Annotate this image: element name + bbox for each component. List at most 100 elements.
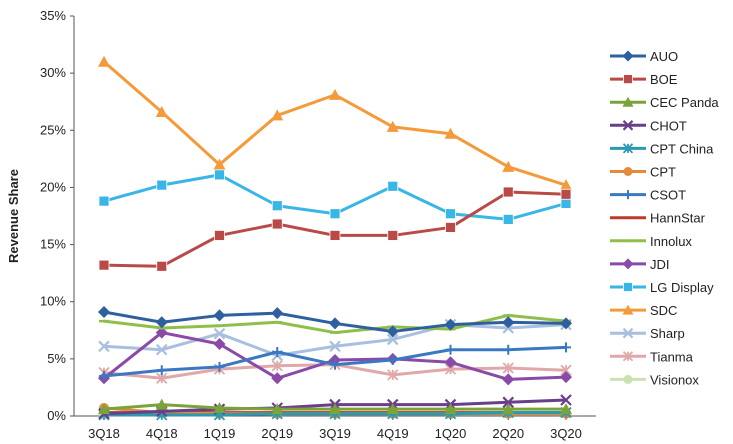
x-tick-label: 1Q20 [435,426,467,441]
data-point [155,326,168,339]
legend-item: CEC Panda [610,95,719,110]
legend-item: LG Display [610,280,714,295]
data-point [387,180,399,192]
data-point [99,371,109,381]
data-point [502,396,515,409]
data-point [623,167,633,176]
legend-item: JDI [610,257,670,272]
data-point [213,309,226,322]
series-boe [98,186,572,272]
y-tick-label: 20% [40,179,66,194]
legend-item: HannStar [610,211,706,226]
data-point [98,306,110,318]
legend-item: Sharp [610,326,685,341]
data-point [272,347,283,357]
x-tick-label: 1Q19 [204,426,236,441]
data-point [444,318,457,331]
data-point [444,403,457,415]
legend-label: CPT China [650,141,714,156]
legend-item: CHOT [610,118,687,133]
data-point [445,222,456,233]
data-point [329,403,341,415]
data-point [622,96,634,107]
data-point [560,371,572,384]
x-tick-label: 2Q19 [261,426,293,441]
legend-label: SDC [650,303,677,318]
legend-label: Visionox [650,372,699,387]
data-point [622,258,634,270]
data-point [560,317,572,330]
series-cec-panda [98,398,572,415]
legend-item: Tianma [610,349,694,364]
data-point [503,344,514,355]
data-point [271,403,284,415]
data-point [330,359,340,370]
data-point [622,304,634,315]
data-point [502,362,514,374]
series-csot [99,342,571,381]
data-point [213,327,226,340]
series-auo [98,306,572,338]
data-point [622,120,634,131]
data-point [271,360,283,372]
data-point [502,160,515,172]
legend-item: Visionox [610,372,699,387]
legend-label: BOE [650,72,678,87]
series-line [102,190,568,268]
data-point [329,340,341,353]
legend-label: HannStar [650,211,706,226]
data-point [623,374,633,384]
y-tick-label: 25% [40,122,66,137]
legend-label: CPT [650,165,676,180]
data-point [214,361,225,372]
data-point [386,325,399,338]
data-point [271,372,284,385]
data-point [155,398,168,410]
data-point [329,230,341,241]
legend-label: Tianma [650,349,694,364]
series-lines [98,55,572,421]
data-point [271,200,283,212]
data-point [502,373,515,386]
data-point [98,259,110,271]
data-point [329,317,341,330]
data-point [214,169,225,181]
data-point [271,218,283,230]
series-line [102,60,568,187]
data-point [98,403,110,415]
data-point [622,50,634,62]
data-point [156,365,167,376]
x-tick-label: 4Q18 [146,426,178,441]
data-point [560,403,572,415]
data-point [444,356,457,369]
legend-label: Sharp [650,326,685,341]
data-point [502,403,515,415]
legend-item: Innolux [610,234,692,249]
y-tick-label: 0% [47,408,66,423]
data-point [560,394,572,406]
legend-item: CSOT [610,188,686,203]
y-tick-label: 10% [40,294,66,309]
data-point [560,188,572,200]
data-point [387,369,399,381]
data-point [213,402,226,413]
data-point [622,327,634,339]
data-point [329,88,341,100]
y-tick-label: 35% [40,8,66,23]
x-tick-label: 2Q20 [492,426,524,441]
data-point [98,55,110,67]
data-point [271,307,284,320]
data-point [502,214,514,225]
x-tick-label: 3Q18 [88,426,120,441]
legend-item: CPT [610,165,676,180]
legend-label: CHOT [650,118,687,133]
data-point [560,179,572,191]
data-point [386,120,399,132]
legend-label: CEC Panda [650,95,719,110]
data-point [213,338,226,350]
data-point [502,316,515,329]
data-point [155,106,168,117]
legend: AUO BOE CEC Panda CHOT CPT China CPT CSOT HannS… [610,49,719,387]
